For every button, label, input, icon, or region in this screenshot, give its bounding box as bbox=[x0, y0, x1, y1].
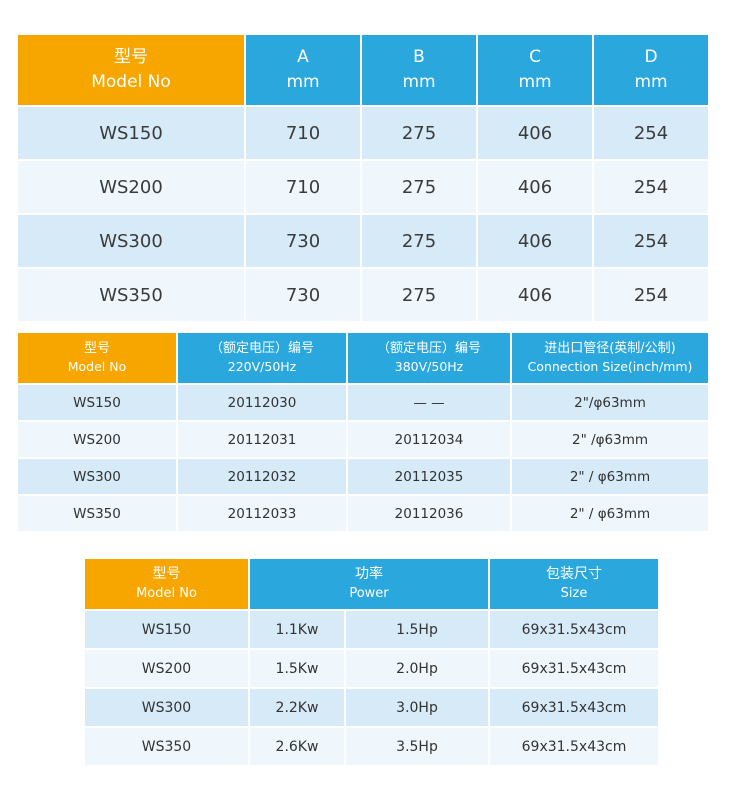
voltage-code-table: 型号 Model No （额定电压）编号 220V/50Hz （额定电压）编号 … bbox=[18, 333, 712, 531]
header-label-en: Connection Size(inch/mm) bbox=[527, 359, 693, 375]
header-label-en: Model No bbox=[136, 585, 197, 601]
header-label-zh: 型号 bbox=[114, 46, 148, 67]
connection-size-cell: 2" / φ63mm bbox=[512, 496, 708, 531]
header-label-en: Power bbox=[349, 585, 389, 601]
model-cell: WS300 bbox=[18, 459, 176, 494]
model-cell: WS350 bbox=[18, 496, 176, 531]
header-label-line1: B bbox=[413, 46, 425, 67]
t3-header-power: 功率 Power bbox=[250, 559, 488, 609]
t2-header-220v: （额定电压）编号 220V/50Hz bbox=[178, 333, 346, 383]
power-hp-cell: 3.0Hp bbox=[346, 689, 488, 726]
power-kw-cell: 1.5Kw bbox=[250, 650, 344, 687]
code-380v-cell: 20112034 bbox=[348, 422, 510, 457]
power-kw-cell: 2.6Kw bbox=[250, 728, 344, 765]
t2-header-380v: （额定电压）编号 380V/50Hz bbox=[348, 333, 510, 383]
t1-header-b: B mm bbox=[362, 35, 476, 105]
header-label-zh: 型号 bbox=[152, 566, 181, 583]
code-380v-cell: 20112035 bbox=[348, 459, 510, 494]
header-label-line1: A bbox=[297, 46, 309, 67]
dimensions-table: 型号 Model No A mm B mm C mm D mm WS150 71… bbox=[18, 35, 712, 321]
model-cell: WS150 bbox=[18, 107, 244, 159]
power-size-table: 型号 Model No 功率 Power 包装尺寸 Size WS150 1.1… bbox=[85, 559, 712, 765]
value-cell: 254 bbox=[594, 269, 708, 321]
connection-size-cell: 2" /φ63mm bbox=[512, 422, 708, 457]
power-hp-cell: 3.5Hp bbox=[346, 728, 488, 765]
header-label-zh: 型号 bbox=[83, 340, 110, 356]
header-label-zh: （额定电压）编号 bbox=[376, 340, 481, 356]
model-cell: WS200 bbox=[18, 422, 176, 457]
t3-header-model: 型号 Model No bbox=[85, 559, 248, 609]
value-cell: 254 bbox=[594, 107, 708, 159]
model-cell: WS150 bbox=[85, 611, 248, 648]
value-cell: 254 bbox=[594, 161, 708, 213]
value-cell: 710 bbox=[246, 161, 360, 213]
code-380v-cell: 20112036 bbox=[348, 496, 510, 531]
packing-size-cell: 69x31.5x43cm bbox=[490, 611, 658, 648]
model-cell: WS200 bbox=[18, 161, 244, 213]
model-cell: WS300 bbox=[85, 689, 248, 726]
code-220v-cell: 20112032 bbox=[178, 459, 346, 494]
value-cell: 275 bbox=[362, 269, 476, 321]
header-label-zh: （额定电压）编号 bbox=[209, 340, 314, 356]
t1-header-d: D mm bbox=[594, 35, 708, 105]
code-220v-cell: 20112033 bbox=[178, 496, 346, 531]
value-cell: 406 bbox=[478, 215, 592, 267]
model-cell: WS350 bbox=[18, 269, 244, 321]
packing-size-cell: 69x31.5x43cm bbox=[490, 689, 658, 726]
model-cell: WS200 bbox=[85, 650, 248, 687]
header-label-line2: mm bbox=[634, 72, 668, 92]
power-hp-cell: 1.5Hp bbox=[346, 611, 488, 648]
header-label-en: 220V/50Hz bbox=[227, 359, 297, 375]
t2-header-connection: 进出口管径(英制/公制) Connection Size(inch/mm) bbox=[512, 333, 708, 383]
value-cell: 406 bbox=[478, 107, 592, 159]
t2-header-model: 型号 Model No bbox=[18, 333, 176, 383]
code-380v-cell: — — bbox=[348, 385, 510, 420]
model-cell: WS350 bbox=[85, 728, 248, 765]
code-220v-cell: 20112030 bbox=[178, 385, 346, 420]
header-label-line1: D bbox=[644, 46, 658, 67]
header-label-en: Model No bbox=[67, 359, 127, 375]
header-label-line2: mm bbox=[286, 72, 320, 92]
model-cell: WS300 bbox=[18, 215, 244, 267]
connection-size-cell: 2" / φ63mm bbox=[512, 459, 708, 494]
t3-header-size: 包装尺寸 Size bbox=[490, 559, 658, 609]
header-label-zh: 功率 bbox=[355, 566, 383, 583]
header-label-zh: 包装尺寸 bbox=[546, 566, 602, 583]
value-cell: 254 bbox=[594, 215, 708, 267]
t1-header-c: C mm bbox=[478, 35, 592, 105]
value-cell: 275 bbox=[362, 215, 476, 267]
packing-size-cell: 69x31.5x43cm bbox=[490, 728, 658, 765]
power-kw-cell: 1.1Kw bbox=[250, 611, 344, 648]
header-label-en: Model No bbox=[91, 72, 171, 92]
value-cell: 406 bbox=[478, 161, 592, 213]
value-cell: 730 bbox=[246, 215, 360, 267]
value-cell: 275 bbox=[362, 107, 476, 159]
power-kw-cell: 2.2Kw bbox=[250, 689, 344, 726]
t1-header-model: 型号 Model No bbox=[18, 35, 244, 105]
header-label-line1: C bbox=[529, 46, 541, 67]
header-label-en: Size bbox=[560, 585, 588, 601]
value-cell: 730 bbox=[246, 269, 360, 321]
connection-size-cell: 2"/φ63mm bbox=[512, 385, 708, 420]
value-cell: 710 bbox=[246, 107, 360, 159]
header-label-line2: mm bbox=[518, 72, 552, 92]
packing-size-cell: 69x31.5x43cm bbox=[490, 650, 658, 687]
model-cell: WS150 bbox=[18, 385, 176, 420]
t1-header-a: A mm bbox=[246, 35, 360, 105]
value-cell: 406 bbox=[478, 269, 592, 321]
power-hp-cell: 2.0Hp bbox=[346, 650, 488, 687]
value-cell: 275 bbox=[362, 161, 476, 213]
header-label-line2: mm bbox=[402, 72, 436, 92]
code-220v-cell: 20112031 bbox=[178, 422, 346, 457]
header-label-zh: 进出口管径(英制/公制) bbox=[544, 340, 676, 356]
header-label-en: 380V/50Hz bbox=[394, 359, 464, 375]
